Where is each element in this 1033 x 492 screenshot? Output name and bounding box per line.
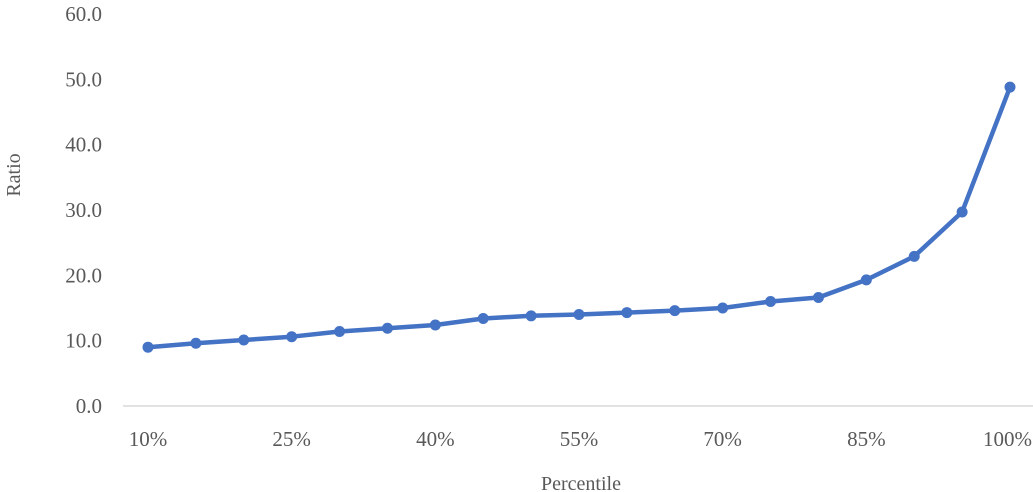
x-axis-ticks: 10% 25% 40% 55% 70% 85% 100% (129, 427, 1032, 451)
y-tick-label: 0.0 (76, 394, 102, 418)
y-tick-label: 20.0 (65, 263, 102, 287)
data-point (573, 309, 585, 321)
data-point (669, 305, 681, 317)
data-point (812, 292, 824, 304)
series-line (145, 84, 1013, 350)
x-tick-label: 70% (703, 427, 742, 451)
data-point (1004, 81, 1016, 93)
data-point (142, 341, 154, 353)
x-tick-label: 25% (272, 427, 311, 451)
data-point (190, 337, 202, 349)
y-tick-label: 30.0 (65, 198, 102, 222)
data-point (381, 322, 393, 334)
data-point (717, 302, 729, 314)
x-tick-label: 100% (983, 427, 1032, 451)
x-axis-title: Percentile (541, 473, 621, 492)
data-point (238, 334, 250, 346)
x-tick-label: 55% (560, 427, 599, 451)
y-axis-ticks: 0.0 10.0 20.0 30.0 40.0 50.0 60.0 (65, 2, 102, 418)
x-tick-label: 10% (129, 427, 168, 451)
data-point (956, 206, 968, 218)
y-tick-label: 10.0 (65, 329, 102, 353)
data-point (477, 312, 489, 324)
y-axis-title: Ratio (3, 153, 25, 196)
x-tick-label: 40% (416, 427, 455, 451)
y-tick-label: 40.0 (65, 133, 102, 157)
data-points (142, 81, 1016, 353)
y-tick-label: 50.0 (65, 67, 102, 91)
data-point (334, 326, 346, 338)
x-tick-label: 85% (847, 427, 886, 451)
data-point (286, 331, 298, 343)
data-point (621, 307, 633, 319)
data-point (765, 295, 777, 307)
data-point (860, 274, 872, 286)
data-point (429, 319, 441, 331)
y-tick-label: 60.0 (65, 2, 102, 26)
data-point (908, 250, 920, 262)
data-point (525, 310, 537, 322)
